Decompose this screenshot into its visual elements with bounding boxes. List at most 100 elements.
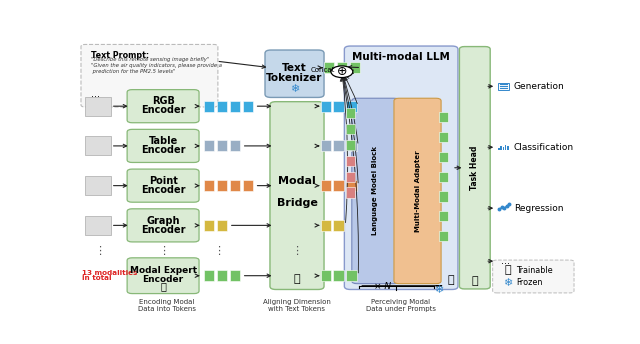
Bar — [505, 144, 506, 150]
Text: Modal: Modal — [278, 176, 316, 186]
Bar — [438, 172, 447, 182]
Text: Encoder: Encoder — [141, 105, 186, 116]
Text: Tokenizer: Tokenizer — [266, 73, 323, 83]
Text: ⋮: ⋮ — [94, 246, 106, 256]
Bar — [346, 187, 355, 197]
FancyBboxPatch shape — [352, 98, 399, 284]
Bar — [204, 270, 214, 281]
Text: Bridge: Bridge — [276, 198, 317, 208]
Bar — [321, 140, 331, 151]
Bar — [346, 156, 355, 166]
Bar — [204, 180, 214, 191]
FancyBboxPatch shape — [127, 258, 199, 293]
Bar — [85, 97, 111, 116]
FancyBboxPatch shape — [460, 46, 490, 289]
Bar — [333, 270, 344, 281]
Text: ⋮: ⋮ — [157, 246, 169, 256]
Text: ⋮: ⋮ — [213, 246, 225, 256]
FancyBboxPatch shape — [127, 90, 199, 123]
Text: Encoding Modal
Data into Tokens: Encoding Modal Data into Tokens — [138, 299, 196, 312]
FancyBboxPatch shape — [127, 209, 199, 242]
Bar — [337, 62, 348, 73]
Text: ❄: ❄ — [290, 84, 300, 94]
Bar — [333, 100, 344, 112]
Text: Aligning Dimension
with Text Tokens: Aligning Dimension with Text Tokens — [263, 299, 331, 312]
Bar — [85, 176, 111, 195]
Text: Encoder: Encoder — [141, 185, 186, 195]
FancyBboxPatch shape — [127, 129, 199, 162]
Text: Multi-modal LLM: Multi-modal LLM — [352, 52, 450, 62]
Bar — [507, 146, 509, 150]
Bar — [346, 108, 355, 118]
Text: Table: Table — [148, 136, 178, 146]
Bar — [324, 62, 335, 73]
FancyBboxPatch shape — [81, 44, 218, 107]
FancyBboxPatch shape — [265, 50, 324, 97]
Text: × N: × N — [374, 282, 390, 291]
Text: 🔥: 🔥 — [294, 274, 300, 284]
Bar — [346, 270, 356, 281]
Text: Concat: Concat — [311, 67, 335, 73]
Bar — [217, 180, 227, 191]
Bar — [321, 180, 331, 191]
Text: 🔥: 🔥 — [472, 276, 478, 286]
FancyBboxPatch shape — [270, 102, 324, 289]
Bar — [230, 180, 240, 191]
Bar — [333, 140, 344, 151]
Text: Frozen: Frozen — [516, 278, 543, 287]
Text: Language Model Block: Language Model Block — [372, 147, 378, 235]
Bar — [217, 220, 227, 231]
Circle shape — [331, 66, 353, 77]
Bar — [85, 216, 111, 235]
Text: Modal Expert: Modal Expert — [129, 267, 196, 276]
Bar — [498, 148, 500, 150]
FancyBboxPatch shape — [127, 169, 199, 202]
Bar — [217, 270, 227, 281]
Text: ❄: ❄ — [434, 285, 444, 295]
Bar — [333, 220, 344, 231]
Bar — [350, 62, 360, 73]
Bar — [438, 132, 447, 142]
Text: ⊕: ⊕ — [337, 65, 347, 78]
Bar — [438, 112, 447, 122]
Text: 🔥: 🔥 — [448, 275, 454, 285]
FancyBboxPatch shape — [394, 98, 441, 284]
Text: Perceiving Modal
Data under Prompts: Perceiving Modal Data under Prompts — [366, 299, 436, 312]
Text: Text: Text — [282, 63, 307, 73]
Bar — [500, 146, 502, 150]
Bar — [438, 231, 447, 241]
FancyBboxPatch shape — [344, 46, 458, 289]
Text: "Describe this remote sensing image briefly"
"Given the air quality indicators, : "Describe this remote sensing image brie… — [92, 57, 223, 74]
Text: Classification: Classification — [514, 143, 574, 152]
Bar — [346, 140, 355, 150]
Text: Text Prompt:: Text Prompt: — [92, 51, 150, 60]
Text: Encoder: Encoder — [141, 225, 186, 235]
Text: Point: Point — [148, 176, 177, 186]
Bar — [204, 100, 214, 112]
Bar — [204, 140, 214, 151]
Bar — [230, 140, 240, 151]
Text: 🔥: 🔥 — [160, 281, 166, 291]
Text: Multi-Modal Adapter: Multi-Modal Adapter — [415, 150, 420, 232]
Text: Encoder: Encoder — [141, 145, 186, 155]
Bar — [346, 140, 356, 151]
Bar — [230, 100, 240, 112]
Text: 🔥: 🔥 — [504, 265, 511, 275]
Text: RGB: RGB — [152, 96, 175, 106]
Bar — [85, 136, 111, 155]
Bar — [346, 172, 355, 182]
Text: Regression: Regression — [514, 204, 563, 213]
Bar — [204, 220, 214, 231]
Bar — [243, 180, 253, 191]
FancyBboxPatch shape — [493, 260, 574, 293]
Bar — [230, 270, 240, 281]
Text: in total: in total — [83, 275, 112, 281]
Bar — [346, 124, 355, 134]
Text: 13 modalities: 13 modalities — [83, 269, 138, 276]
Bar — [321, 100, 331, 112]
Bar — [333, 180, 344, 191]
Bar — [438, 211, 447, 222]
Text: Encoder: Encoder — [143, 275, 184, 284]
Bar — [321, 270, 331, 281]
Bar — [502, 147, 504, 150]
